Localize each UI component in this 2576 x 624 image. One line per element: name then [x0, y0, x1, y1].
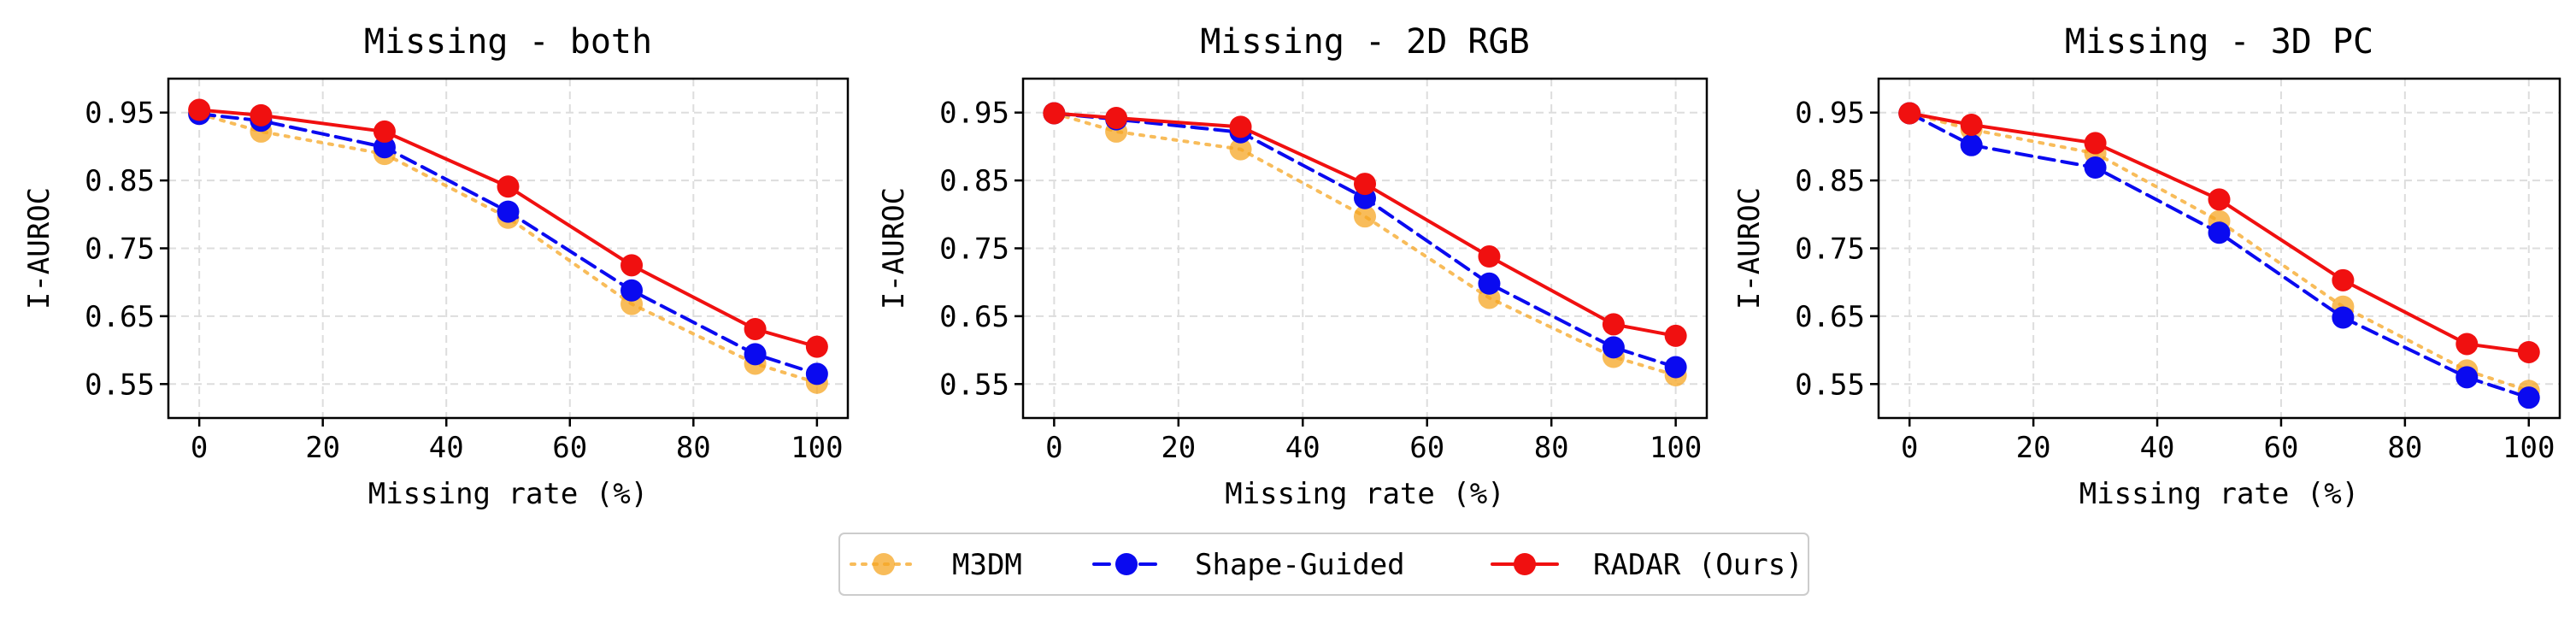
data-point-radar-ours-: [1664, 324, 1687, 347]
legend-label-shape-guided: Shape-Guided: [1195, 548, 1405, 582]
x-axis-label: Missing rate (%): [2079, 477, 2360, 511]
y-tick-label: 0.75: [85, 233, 155, 267]
chart-panel-1: 0.55 0.65 0.75 0.85 0.95 0 20 40 60 80 100 Missing …: [22, 22, 850, 511]
series-line-shape-guided: [1052, 111, 1678, 369]
y-axis-label: I-AUROC: [22, 187, 56, 309]
data-point-radar-ours-: [805, 335, 828, 358]
x-tick-label: 20: [305, 431, 340, 465]
x-axis-label: Missing rate (%): [368, 477, 649, 511]
x-tick-label: 20: [2016, 431, 2051, 465]
y-tick-label: 0.55: [1795, 368, 1865, 402]
x-tick-label: 0: [191, 431, 208, 465]
y-tick-label: 0.75: [1795, 233, 1865, 267]
y-tick-label: 0.75: [939, 233, 1009, 267]
data-point-shape-guided: [2208, 221, 2231, 244]
chart-title: Missing - 2D RGB: [1200, 22, 1529, 62]
data-point-radar-ours-: [744, 317, 767, 340]
y-tick-label: 0.55: [939, 368, 1009, 402]
x-tick-label: 60: [1409, 431, 1444, 465]
x-tick-label: 100: [791, 431, 843, 465]
y-tick-label: 0.85: [939, 164, 1009, 198]
series-line-m3dm: [1052, 111, 1678, 377]
x-tick-label: 100: [2502, 431, 2555, 465]
data-point-radar-ours-: [1602, 313, 1625, 336]
x-tick-label: 40: [429, 431, 464, 465]
data-point-m3dm: [1229, 138, 1252, 161]
data-point-shape-guided: [1960, 133, 1983, 156]
series-line-m3dm: [1908, 111, 2531, 393]
x-tick-label: 60: [2263, 431, 2298, 465]
x-tick-label: 100: [1650, 431, 1702, 465]
data-point-radar-ours-: [250, 103, 273, 127]
x-tick-label: 80: [676, 431, 711, 465]
data-point-shape-guided: [620, 279, 644, 302]
data-point-shape-guided: [2332, 306, 2355, 329]
data-point-shape-guided: [744, 343, 767, 366]
data-point-radar-ours-: [2332, 268, 2355, 291]
y-tick-label: 0.65: [85, 300, 155, 334]
data-point-radar-ours-: [620, 254, 644, 277]
chart-title: Missing - both: [364, 22, 652, 62]
x-tick-label: 40: [1285, 431, 1320, 465]
data-point-shape-guided: [1664, 356, 1687, 379]
y-tick-label: 0.95: [939, 97, 1009, 131]
data-point-radar-ours-: [1960, 113, 1983, 136]
y-tick-label: 0.85: [85, 164, 155, 198]
data-point-radar-ours-: [2517, 340, 2540, 363]
data-point-radar-ours-: [2208, 188, 2231, 211]
data-point-radar-ours-: [1898, 102, 1921, 125]
y-tick-label: 0.95: [1795, 97, 1865, 131]
data-point-radar-ours-: [1105, 107, 1128, 130]
series-line-shape-guided: [1908, 111, 2531, 400]
data-point-shape-guided: [805, 362, 828, 386]
legend-label-radar-ours-: RADAR (Ours): [1593, 548, 1803, 582]
x-tick-label: 80: [2387, 431, 2422, 465]
legend-label-m3dm: M3DM: [952, 548, 1022, 582]
data-point-radar-ours-: [2084, 132, 2107, 155]
legend-marker-m3dm: [873, 553, 895, 575]
x-axis-label: Missing rate (%): [1225, 477, 1505, 511]
data-point-shape-guided: [1478, 272, 1501, 295]
data-point-shape-guided: [2084, 156, 2107, 180]
chart-panel-3: 0.55 0.65 0.75 0.85 0.95 0 20 40 60 80 100 Missing …: [1732, 22, 2561, 511]
data-point-radar-ours-: [1354, 173, 1376, 196]
x-tick-label: 0: [1045, 431, 1062, 465]
data-point-shape-guided: [1602, 336, 1625, 359]
data-point-radar-ours-: [188, 98, 211, 121]
y-axis-label: I-AUROC: [1732, 187, 1767, 309]
x-tick-label: 80: [1534, 431, 1569, 465]
x-tick-label: 20: [1161, 431, 1196, 465]
y-tick-label: 0.85: [1795, 164, 1865, 198]
chart-panel-2: 0.55 0.65 0.75 0.85 0.95 0 20 40 60 80 100 Missing …: [877, 22, 1709, 511]
series-line-shape-guided: [197, 112, 819, 376]
data-point-radar-ours-: [1043, 102, 1066, 125]
y-tick-label: 0.65: [939, 300, 1009, 334]
legend-marker-shape-guided: [1115, 553, 1138, 575]
legend-marker-radar-ours-: [1514, 553, 1536, 575]
x-tick-label: 60: [552, 431, 587, 465]
legend: M3DM Shape-Guided RADAR (Ours): [838, 533, 1809, 596]
data-point-shape-guided: [2517, 386, 2540, 409]
y-tick-label: 0.65: [1795, 300, 1865, 334]
data-point-shape-guided: [373, 136, 396, 159]
data-point-radar-ours-: [373, 120, 396, 143]
data-point-radar-ours-: [2455, 333, 2479, 356]
x-tick-label: 0: [1901, 431, 1918, 465]
data-point-m3dm: [1354, 205, 1376, 228]
y-tick-label: 0.95: [85, 97, 155, 131]
legend-box: [838, 533, 1809, 596]
y-tick-label: 0.55: [85, 368, 155, 402]
data-point-radar-ours-: [1478, 245, 1501, 268]
y-axis-label: I-AUROC: [877, 187, 911, 309]
chart-title: Missing - 3D PC: [2065, 22, 2373, 62]
data-point-radar-ours-: [1229, 115, 1252, 138]
data-point-shape-guided: [497, 200, 520, 223]
data-point-shape-guided: [2455, 366, 2479, 389]
data-point-radar-ours-: [497, 175, 520, 198]
x-tick-label: 40: [2140, 431, 2175, 465]
